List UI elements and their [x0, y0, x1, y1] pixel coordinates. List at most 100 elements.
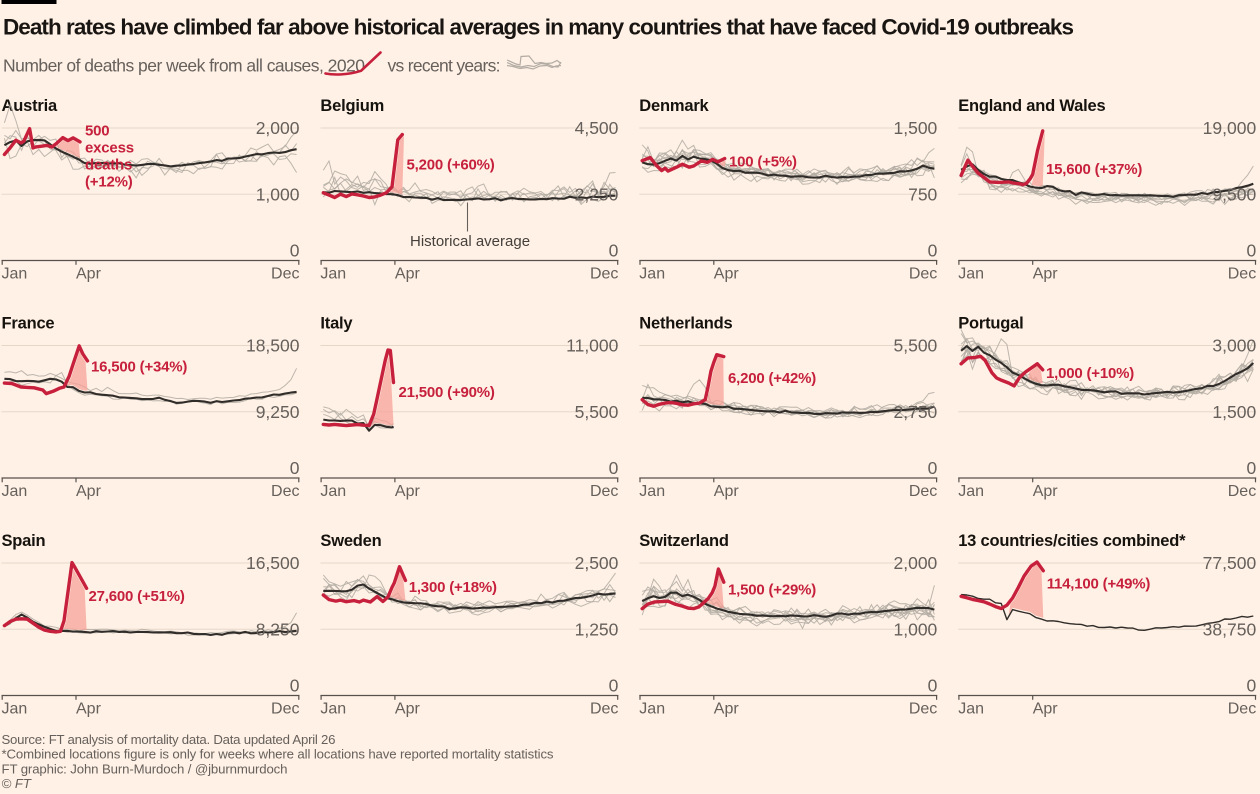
svg-text:114,100 (+49%): 114,100 (+49%)	[1047, 576, 1151, 593]
svg-text:15,600 (+37%): 15,600 (+37%)	[1046, 161, 1142, 178]
svg-text:77,500: 77,500	[1203, 553, 1257, 573]
svg-text:Austria: Austria	[2, 97, 58, 115]
svg-text:Jan: Jan	[2, 701, 28, 718]
svg-text:13 countries/cities combined*: 13 countries/cities combined*	[958, 532, 1186, 550]
svg-text:0: 0	[609, 241, 619, 261]
svg-text:750: 750	[908, 184, 937, 204]
svg-text:Number of deaths per week from: Number of deaths per week from all cause…	[3, 56, 365, 76]
svg-text:Dec: Dec	[1228, 483, 1256, 500]
svg-text:16,500 (+34%): 16,500 (+34%)	[91, 359, 187, 376]
svg-text:© FT: © FT	[2, 776, 32, 791]
svg-text:0: 0	[290, 458, 300, 478]
svg-text:Apr: Apr	[714, 483, 740, 500]
svg-text:Dec: Dec	[271, 266, 299, 283]
svg-text:Apr: Apr	[1033, 266, 1059, 283]
svg-text:4,500: 4,500	[575, 118, 619, 138]
svg-text:Jan: Jan	[320, 483, 346, 500]
svg-text:8,250: 8,250	[256, 620, 300, 640]
svg-text:0: 0	[609, 676, 619, 696]
svg-text:0: 0	[928, 241, 938, 261]
svg-text:2,250: 2,250	[575, 184, 619, 204]
svg-text:0: 0	[928, 676, 938, 696]
svg-text:0: 0	[1246, 241, 1256, 261]
svg-text:Apr: Apr	[714, 701, 740, 718]
svg-text:Apr: Apr	[395, 483, 421, 500]
svg-text:Historical average: Historical average	[410, 233, 530, 250]
svg-text:Apr: Apr	[1033, 483, 1059, 500]
svg-text:100 (+5%): 100 (+5%)	[729, 154, 797, 171]
svg-text:11,000: 11,000	[566, 336, 618, 356]
svg-text:Jan: Jan	[958, 701, 984, 718]
svg-text:5,200 (+60%): 5,200 (+60%)	[407, 157, 495, 174]
svg-text:6,200 (+42%): 6,200 (+42%)	[728, 370, 816, 387]
svg-text:France: France	[2, 315, 55, 333]
svg-text:1,000 (+10%): 1,000 (+10%)	[1046, 365, 1134, 382]
svg-text:16,500: 16,500	[246, 553, 300, 573]
svg-text:0: 0	[609, 458, 619, 478]
svg-text:Dec: Dec	[590, 483, 618, 500]
svg-text:2,750: 2,750	[894, 402, 938, 422]
svg-text:Dec: Dec	[271, 701, 299, 718]
svg-text:excess: excess	[85, 139, 134, 156]
svg-text:Apr: Apr	[714, 266, 740, 283]
svg-text:0: 0	[290, 676, 300, 696]
svg-text:1,500 (+29%): 1,500 (+29%)	[728, 582, 816, 599]
svg-text:Jan: Jan	[320, 266, 346, 283]
svg-text:Switzerland: Switzerland	[639, 532, 729, 550]
svg-text:1,500: 1,500	[1212, 402, 1256, 422]
svg-text:Apr: Apr	[76, 266, 102, 283]
svg-text:*Combined locations figure is: *Combined locations figure is only for w…	[2, 747, 554, 762]
svg-text:(+12%): (+12%)	[85, 173, 133, 190]
svg-text:vs recent years:: vs recent years:	[388, 56, 501, 76]
svg-text:1,000: 1,000	[894, 620, 938, 640]
svg-text:Apr: Apr	[76, 701, 102, 718]
svg-text:5,500: 5,500	[575, 402, 619, 422]
svg-text:Italy: Italy	[320, 315, 353, 333]
svg-text:1,000: 1,000	[256, 184, 300, 204]
svg-text:Jan: Jan	[639, 483, 665, 500]
svg-text:Apr: Apr	[1033, 701, 1059, 718]
svg-text:19,000: 19,000	[1203, 118, 1257, 138]
svg-text:Jan: Jan	[639, 266, 665, 283]
svg-text:Dec: Dec	[590, 266, 618, 283]
svg-text:Jan: Jan	[2, 266, 28, 283]
svg-text:Jan: Jan	[2, 483, 28, 500]
svg-text:Dec: Dec	[271, 483, 299, 500]
svg-text:Death rates have climbed far a: Death rates have climbed far above histo…	[3, 15, 1074, 40]
svg-text:Apr: Apr	[395, 266, 421, 283]
svg-text:Denmark: Denmark	[639, 97, 709, 115]
svg-text:Jan: Jan	[958, 483, 984, 500]
svg-text:5,500: 5,500	[894, 336, 938, 356]
svg-text:Jan: Jan	[320, 701, 346, 718]
svg-text:Dec: Dec	[909, 266, 937, 283]
svg-text:Sweden: Sweden	[320, 532, 381, 550]
svg-text:2,000: 2,000	[894, 553, 938, 573]
svg-text:0: 0	[290, 241, 300, 261]
svg-text:Dec: Dec	[1228, 701, 1256, 718]
svg-text:Belgium: Belgium	[320, 97, 384, 115]
svg-text:500: 500	[85, 122, 109, 139]
svg-text:0: 0	[1246, 676, 1256, 696]
svg-text:Apr: Apr	[395, 701, 421, 718]
svg-text:0: 0	[1246, 458, 1256, 478]
svg-text:38,750: 38,750	[1203, 620, 1257, 640]
svg-text:deaths: deaths	[85, 156, 132, 173]
svg-text:18,500: 18,500	[246, 336, 300, 356]
svg-text:Dec: Dec	[909, 483, 937, 500]
svg-text:Portugal: Portugal	[958, 315, 1023, 333]
svg-text:2,000: 2,000	[256, 118, 300, 138]
svg-text:Spain: Spain	[2, 532, 46, 550]
svg-text:Jan: Jan	[639, 701, 665, 718]
svg-text:9,500: 9,500	[1212, 184, 1256, 204]
svg-text:0: 0	[928, 458, 938, 478]
svg-text:27,600 (+51%): 27,600 (+51%)	[89, 588, 185, 605]
svg-text:21,500 (+90%): 21,500 (+90%)	[399, 384, 495, 401]
svg-text:Jan: Jan	[958, 266, 984, 283]
svg-text:1,500: 1,500	[894, 118, 938, 138]
svg-text:Dec: Dec	[590, 701, 618, 718]
svg-text:1,250: 1,250	[575, 620, 619, 640]
svg-text:Source: FT analysis of mortali: Source: FT analysis of mortality data. D…	[2, 732, 336, 747]
svg-text:Apr: Apr	[76, 483, 102, 500]
svg-text:1,300 (+18%): 1,300 (+18%)	[409, 579, 497, 596]
svg-text:Dec: Dec	[909, 701, 937, 718]
